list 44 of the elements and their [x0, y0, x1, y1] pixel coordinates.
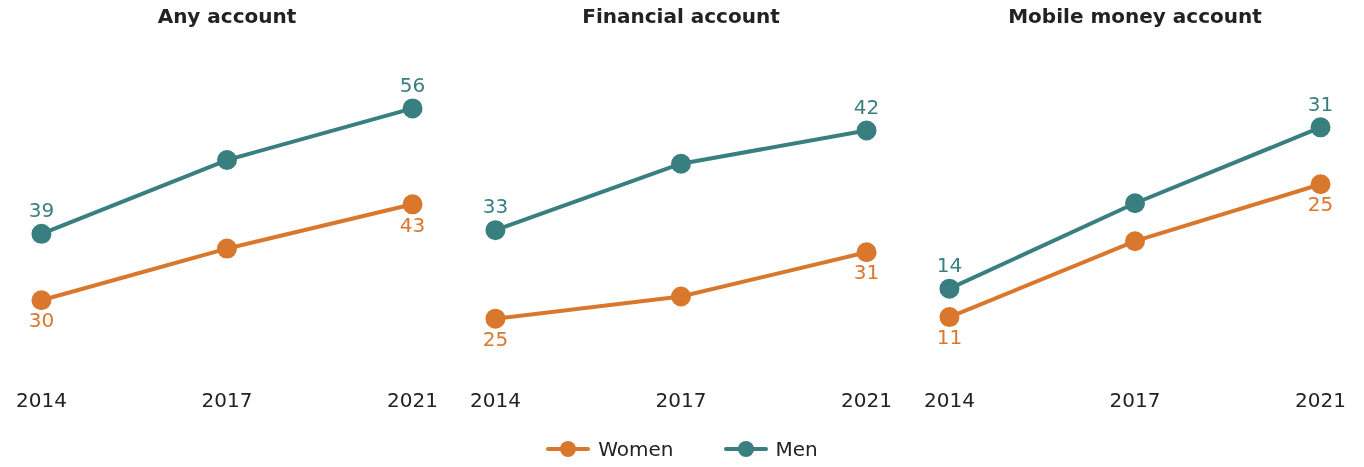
- x-tick-label: 2021: [387, 388, 438, 413]
- point: [671, 286, 691, 307]
- chart-title: Mobile money account: [1008, 4, 1263, 29]
- chart-title: Financial account: [582, 4, 781, 29]
- x-tick-label: 2014: [470, 388, 521, 413]
- x-tick-label: 2014: [16, 388, 67, 413]
- data-label: 14: [936, 252, 963, 277]
- point: [485, 220, 506, 241]
- data-label: 39: [28, 198, 55, 223]
- point: [671, 153, 691, 174]
- x-tick-label: 2017: [1109, 388, 1161, 413]
- data-label: 31: [1307, 91, 1334, 116]
- x-tick-label: 2021: [1295, 388, 1346, 413]
- point: [856, 242, 877, 263]
- data-label: 33: [482, 194, 509, 219]
- point: [1310, 174, 1331, 195]
- x-tick-label: 2017: [201, 388, 253, 413]
- data-label: 42: [853, 94, 880, 119]
- point: [939, 307, 960, 328]
- point: [402, 194, 423, 215]
- point: [1125, 231, 1145, 252]
- legend-label: Women: [598, 436, 674, 461]
- data-label: 31: [853, 260, 880, 285]
- data-label: 43: [399, 212, 426, 237]
- data-label: 11: [936, 325, 963, 350]
- point: [1310, 117, 1331, 138]
- point: [856, 120, 877, 141]
- point: [402, 98, 423, 119]
- x-tick-label: 2017: [655, 388, 707, 413]
- point: [31, 223, 52, 244]
- point: [217, 238, 237, 259]
- x-tick-label: 2021: [841, 388, 892, 413]
- data-label: 56: [399, 72, 426, 97]
- chart-title: Any account: [157, 4, 297, 29]
- data-label: 30: [28, 308, 55, 333]
- point: [939, 278, 960, 299]
- data-label: 25: [1307, 192, 1334, 217]
- legend-label: Men: [775, 436, 818, 461]
- point: [1125, 193, 1145, 214]
- point: [485, 308, 506, 329]
- data-label: 25: [482, 326, 509, 351]
- point: [217, 150, 237, 171]
- point: [31, 290, 52, 311]
- x-tick-label: 2014: [924, 388, 975, 413]
